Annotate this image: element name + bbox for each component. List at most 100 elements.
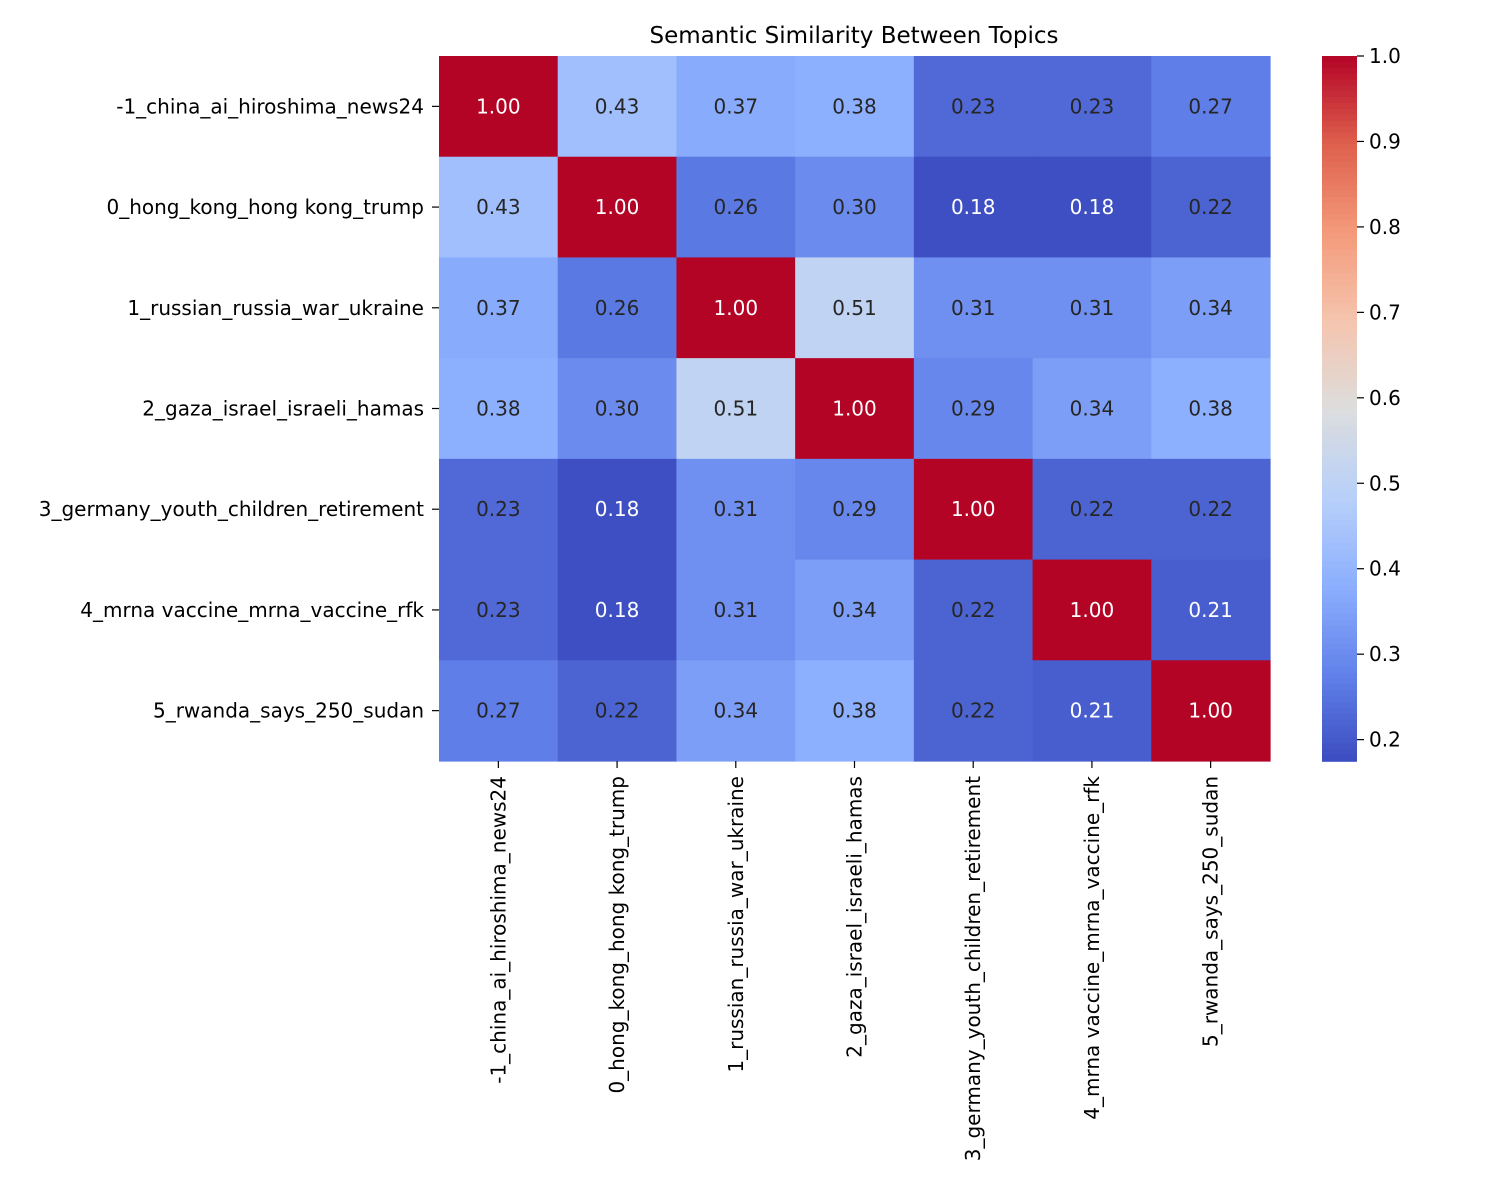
colorbar-tick-label: 0.7: [1369, 300, 1401, 324]
colorbar-segment: [1322, 208, 1357, 216]
cell-value-label: 1.00: [951, 497, 996, 521]
colorbar-tick-label: 1.0: [1369, 44, 1401, 68]
cell-value-label: 0.34: [832, 598, 877, 622]
cell-value-label: 0.23: [1070, 94, 1115, 118]
colorbar-segment: [1322, 361, 1357, 369]
colorbar-segment: [1322, 755, 1357, 762]
colorbar-segment: [1322, 326, 1357, 333]
cell-value-label: 0.43: [595, 94, 640, 118]
colorbar-segment: [1322, 602, 1357, 610]
colorbar-segment: [1322, 467, 1357, 474]
heatmap-cell: [913, 56, 1034, 158]
colorbar-segment: [1322, 390, 1357, 398]
heatmap-cells: 1.00 0.43 0.37 0.38 0.23 0.23 0.27 0.43 1.00 0.26…: [439, 56, 1271, 762]
colorbar-segment: [1322, 238, 1357, 245]
colorbar-segment: [1322, 684, 1357, 692]
colorbar-segment: [1322, 97, 1357, 104]
cell-value-label: 0.31: [1070, 296, 1115, 320]
heatmap-cell: [439, 660, 559, 762]
colorbar-segment: [1322, 619, 1357, 627]
heatmap-cell: [676, 257, 796, 359]
colorbar-segment: [1322, 520, 1357, 527]
heatmap-cell: [1032, 156, 1152, 259]
heatmap-cell: [913, 358, 1034, 460]
heatmap-cell: [439, 559, 559, 661]
cell-value-label: 0.18: [951, 195, 996, 219]
colorbar-segment: [1322, 578, 1357, 586]
cell-value-label: 1.00: [832, 396, 877, 420]
colorbar-segment: [1322, 232, 1357, 239]
colorbar-segment: [1322, 584, 1357, 592]
colorbar-segment: [1322, 144, 1357, 151]
cell-value-label: 0.21: [1188, 598, 1233, 622]
cell-value-label: 0.37: [714, 94, 759, 118]
colorbar-segment: [1322, 120, 1357, 128]
colorbar-segment: [1322, 255, 1357, 263]
cell-value-label: 0.22: [595, 699, 640, 723]
heatmap-cell: [1151, 358, 1271, 460]
colorbar-segment: [1322, 478, 1357, 486]
colorbar-segment: [1322, 531, 1357, 539]
colorbar-segment: [1322, 249, 1357, 257]
col-label: 3_germany_youth_children_retirement: [961, 776, 985, 1161]
colorbar-segment: [1322, 666, 1357, 674]
cell-value-label: 0.26: [595, 296, 640, 320]
colorbar-segment: [1322, 267, 1357, 275]
colorbar-segment: [1322, 132, 1357, 140]
heatmap-cell: [1151, 257, 1271, 359]
col-labels: -1_china_ai_hiroshima_news24 0_hong_kong_…: [486, 760, 1223, 1161]
colorbar-segment: [1322, 408, 1357, 416]
colorbar-segment: [1322, 537, 1357, 545]
colorbar-tick-label: 0.4: [1369, 557, 1401, 581]
colorbar-segment: [1322, 149, 1357, 157]
cell-value-label: 0.43: [476, 195, 521, 219]
colorbar-segment: [1322, 672, 1357, 680]
heatmap-cell: [913, 559, 1034, 661]
heatmap-cell: [557, 559, 678, 661]
colorbar-segment: [1322, 191, 1357, 198]
colorbar-segment: [1322, 708, 1357, 715]
colorbar-segment: [1322, 625, 1357, 633]
colorbar-segment: [1322, 102, 1357, 110]
colorbar-segment: [1322, 273, 1357, 281]
cell-value-label: 0.51: [832, 296, 877, 320]
colorbar-segment: [1322, 373, 1357, 380]
row-label: 2_gaza_israel_israeli_hamas: [142, 396, 424, 420]
cell-value-label: 0.38: [476, 396, 521, 420]
colorbar-segment: [1322, 91, 1357, 98]
colorbar-segment: [1322, 108, 1357, 116]
colorbar-segment: [1322, 79, 1357, 87]
heatmap-cell: [439, 156, 559, 259]
cell-value-label: 0.23: [476, 598, 521, 622]
colorbar-segment: [1322, 431, 1357, 439]
colorbar-segment: [1322, 384, 1357, 392]
colorbar-segment: [1322, 508, 1357, 516]
heatmap-cell: [1151, 458, 1271, 561]
colorbar-segment: [1322, 449, 1357, 457]
colorbar-segment: [1322, 138, 1357, 145]
cell-value-label: 0.31: [714, 598, 759, 622]
heatmap-cell: [913, 458, 1034, 561]
cell-value-label: 0.18: [595, 598, 640, 622]
colorbar-segment: [1322, 196, 1357, 204]
colorbar-segment: [1322, 731, 1357, 739]
heatmap-cell: [1151, 56, 1271, 158]
colorbar-segment: [1322, 379, 1357, 386]
colorbar-segment: [1322, 608, 1357, 615]
colorbar-segment: [1322, 743, 1357, 751]
colorbar-segment: [1322, 155, 1357, 163]
colorbar-segment: [1322, 279, 1357, 286]
colorbar-segment: [1322, 643, 1357, 651]
colorbar-tick-label: 0.8: [1369, 215, 1401, 239]
colorbar-segment: [1322, 420, 1357, 427]
heatmap-cell: [795, 559, 915, 661]
heatmap-cell: [676, 458, 796, 561]
colorbar-segment: [1322, 314, 1357, 322]
colorbar-segment: [1322, 596, 1357, 604]
colorbar-segment: [1322, 655, 1357, 662]
heatmap-cell: [913, 156, 1034, 259]
heatmap-cell: [557, 660, 678, 762]
cell-value-label: 0.29: [832, 497, 877, 521]
heatmap-cell: [557, 358, 678, 460]
